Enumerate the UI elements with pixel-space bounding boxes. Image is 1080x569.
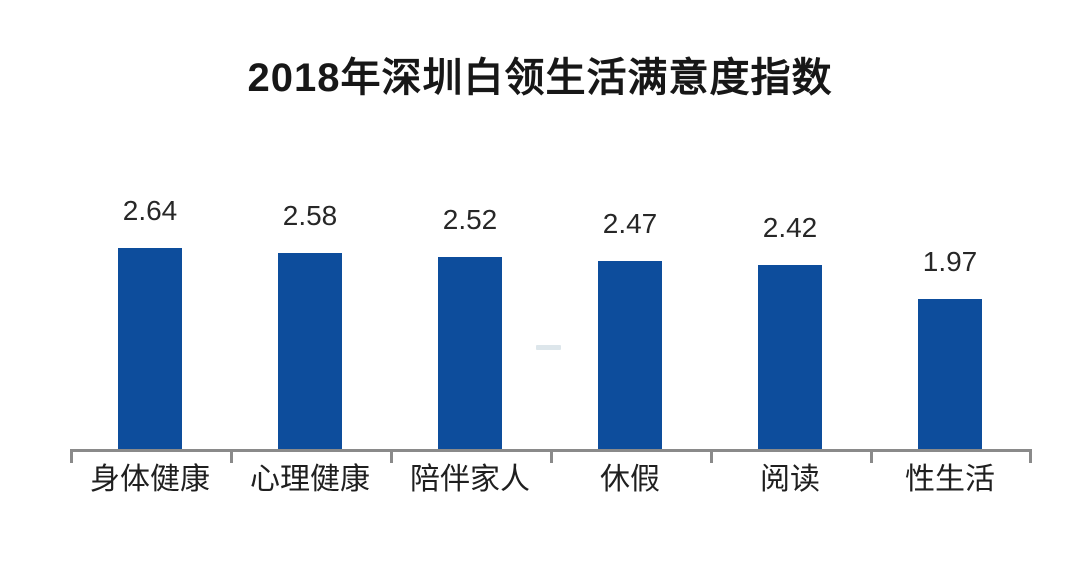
- x-axis-tick: [870, 449, 873, 463]
- x-axis-tick: [230, 449, 233, 463]
- x-axis-category-label: 陪伴家人: [410, 463, 530, 496]
- bar-value-label: 2.42: [762, 212, 818, 243]
- bar-slot: 2.47: [550, 190, 710, 449]
- bar: [438, 257, 502, 449]
- x-axis-category-label: 身体健康: [90, 463, 210, 496]
- bar-value-label: 2.47: [602, 208, 658, 239]
- plot-area: 2.64 2.58 2.52 2.47 2.42 1.97: [70, 190, 1030, 449]
- bar: [598, 261, 662, 449]
- x-axis-category-label: 休假: [600, 463, 660, 496]
- bar-value-label: 2.58: [282, 200, 338, 231]
- x-axis-tick: [550, 449, 553, 463]
- x-axis-line: [70, 449, 1032, 463]
- x-axis-category-label: 阅读: [760, 463, 820, 496]
- x-axis-tick: [710, 449, 713, 463]
- bar: [278, 253, 342, 449]
- x-axis-labels-row: 身体健康 心理健康 陪伴家人 休假 阅读 性生活: [70, 462, 1030, 498]
- bar-value-label: 2.64: [122, 195, 178, 226]
- watermark-artifact: [536, 345, 561, 350]
- bar-slot: 2.58: [230, 190, 390, 449]
- x-axis-category-label: 性生活: [905, 463, 995, 496]
- bar-slot: 1.97: [870, 190, 1030, 449]
- bar: [758, 265, 822, 449]
- bar-slot: 2.52: [390, 190, 550, 449]
- x-axis-tick: [390, 449, 393, 463]
- bar-value-label: 1.97: [922, 246, 978, 277]
- bar-value-label: 2.52: [442, 204, 498, 235]
- x-axis-tick: [1029, 449, 1032, 463]
- bar: [918, 299, 982, 449]
- x-axis-category-label: 心理健康: [250, 463, 370, 496]
- chart-title: 2018年深圳白领生活满意度指数: [247, 56, 833, 100]
- bar-slot: 2.64: [70, 190, 230, 449]
- x-axis-tick: [70, 449, 73, 463]
- bar: [118, 248, 182, 449]
- bar-slot: 2.42: [710, 190, 870, 449]
